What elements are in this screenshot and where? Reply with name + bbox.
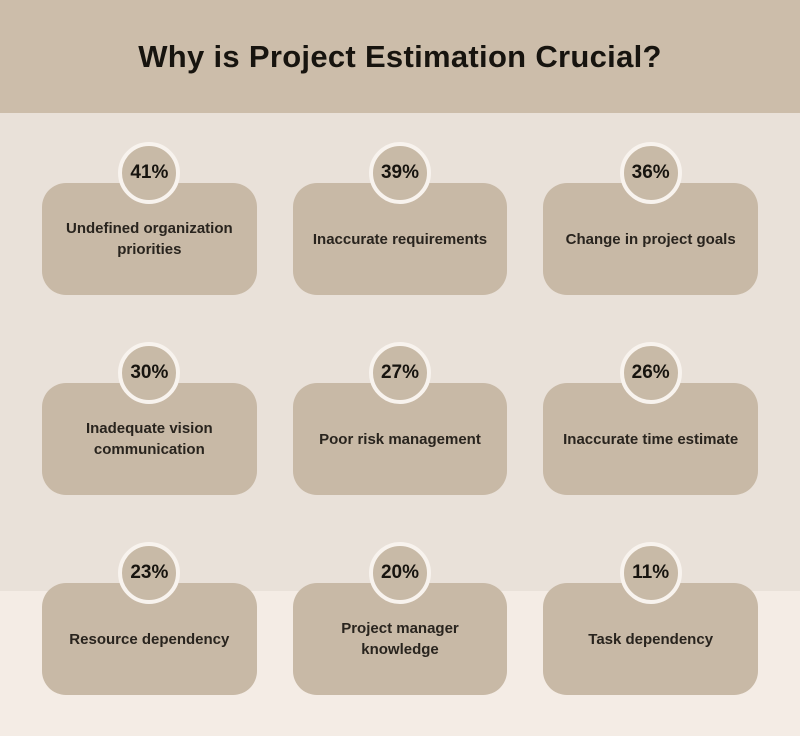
stat-percent-badge: 39% [368,142,431,204]
page-title: Why is Project Estimation Crucial? [138,38,662,74]
stat-card: Inaccurate time estimate [543,383,758,495]
stat-percent-badge: 27% [368,342,431,404]
stat-label: Task dependency [588,630,714,648]
stat-cell: 26% Inaccurate time estimate [543,342,758,542]
stat-cell: 30% Inadequate vision communication [42,342,257,542]
stat-card: Inaccurate requirements [292,183,508,295]
stat-cell: 11% Task dependency [543,542,758,736]
stat-cell: 36% Change in project goals [543,142,758,342]
stat-label: Resource dependency [69,630,230,648]
header-band: Why is Project Estimation Crucial? [0,0,800,113]
stat-percent-badge: 26% [619,342,682,404]
stat-percent-badge: 36% [619,142,682,204]
stat-cell: 20% Project manager knowledge [292,542,508,736]
stat-cell: 27% Poor risk management [292,342,508,542]
stat-label: Poor risk management [319,430,481,448]
stat-label: Inaccurate time estimate [563,430,739,448]
stat-percent-badge: 41% [118,142,181,204]
stat-percent-badge: 20% [368,542,431,604]
stat-cell: 39% Inaccurate requirements [292,142,508,342]
stat-cell: 41% Undefined organization priorities [42,142,257,342]
stat-percent-badge: 11% [619,542,682,604]
stat-percent-badge: 30% [118,342,181,404]
stat-cell: 23% Resource dependency [42,542,257,736]
stat-label: Inaccurate requirements [312,230,488,248]
stat-label: Change in project goals [565,230,736,248]
stat-label: Project manager knowledge [341,620,459,658]
stat-label: Inadequate vision communication [85,420,213,458]
stat-card-grid: 41% Undefined organization priorities 39… [42,142,758,736]
stat-label: Undefined organization priorities [65,220,233,258]
stat-percent-badge: 23% [118,542,181,604]
